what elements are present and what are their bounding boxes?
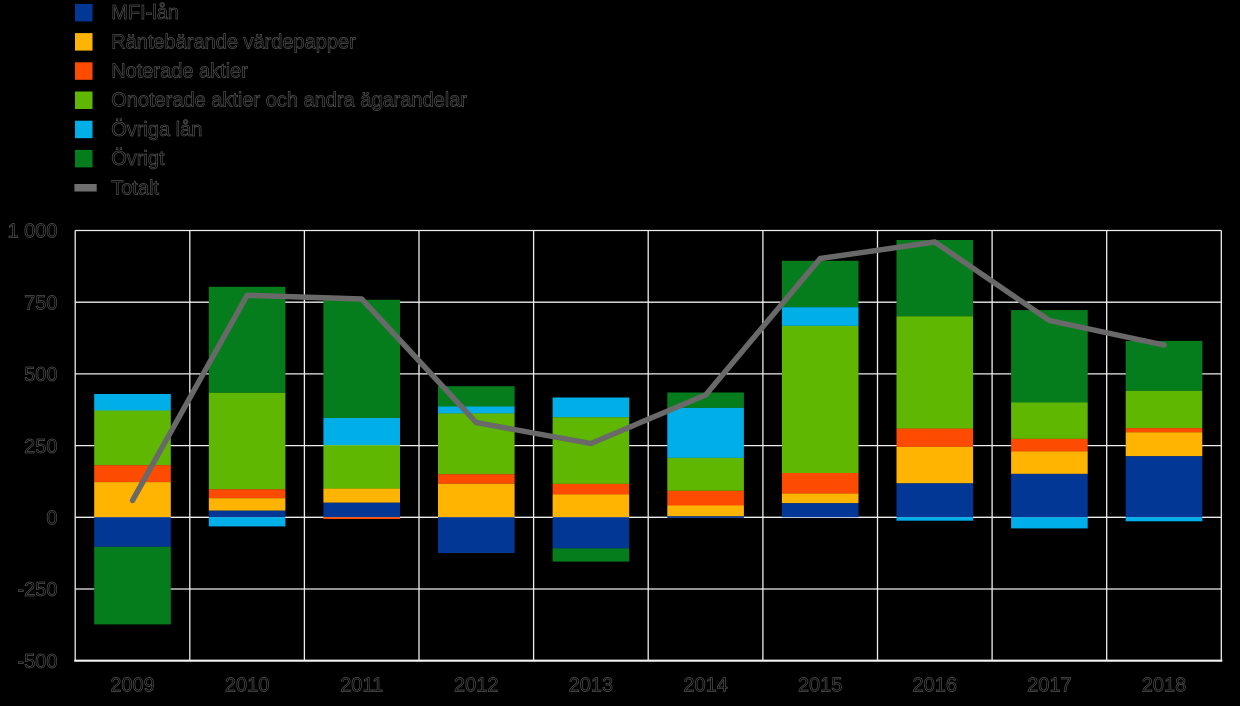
svg-text:-250: -250	[17, 579, 57, 601]
svg-text:Övriga lån: Övriga lån	[111, 119, 202, 141]
svg-text:2009: 2009	[110, 675, 155, 697]
svg-text:0: 0	[46, 508, 57, 530]
svg-text:2012: 2012	[454, 675, 499, 697]
svg-text:Noterade aktier: Noterade aktier	[111, 61, 248, 83]
svg-text:250: 250	[24, 436, 57, 458]
svg-text:Räntebärande värdepapper: Räntebärande värdepapper	[111, 31, 356, 53]
svg-text:2018: 2018	[1142, 675, 1187, 697]
svg-text:MFI-lån: MFI-lån	[111, 2, 179, 24]
svg-text:2016: 2016	[913, 675, 958, 697]
svg-text:Onoterade aktier och andra äga: Onoterade aktier och andra ägarandelar	[111, 90, 467, 112]
svg-text:2014: 2014	[683, 675, 728, 697]
svg-text:-500: -500	[17, 651, 57, 673]
svg-text:2017: 2017	[1027, 675, 1072, 697]
svg-text:Övrigt: Övrigt	[111, 148, 165, 170]
svg-text:500: 500	[24, 364, 57, 386]
svg-text:Totalt: Totalt	[111, 178, 159, 200]
svg-text:1 000: 1 000	[7, 221, 57, 243]
svg-text:750: 750	[24, 292, 57, 314]
svg-text:2015: 2015	[798, 675, 843, 697]
svg-text:2013: 2013	[569, 675, 614, 697]
svg-text:2011: 2011	[340, 675, 383, 697]
svg-text:2010: 2010	[225, 675, 270, 697]
